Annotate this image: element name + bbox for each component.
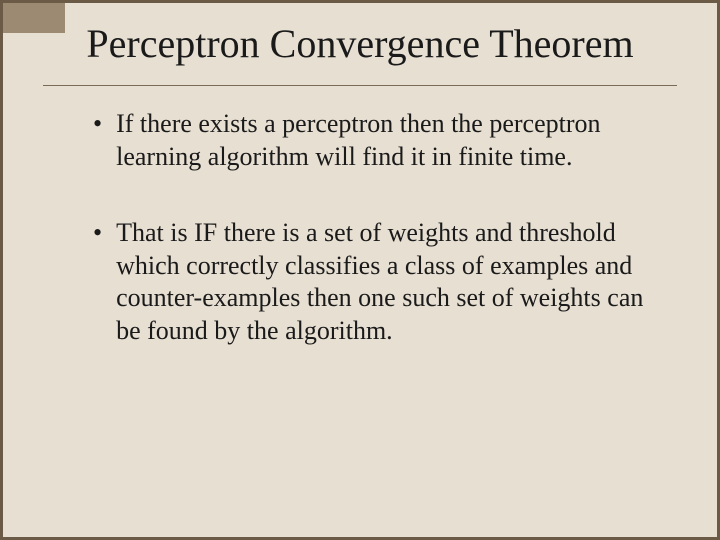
bullet-item: • That is IF there is a set of weights a… [93, 217, 647, 347]
bullet-icon: • [93, 217, 102, 250]
title-block: Perceptron Convergence Theorem [3, 3, 717, 77]
bullet-text: That is IF there is a set of weights and… [116, 217, 647, 347]
bullet-item: • If there exists a perceptron then the … [93, 108, 647, 173]
bullet-icon: • [93, 108, 102, 141]
bullet-text: If there exists a perceptron then the pe… [116, 108, 647, 173]
corner-accent [3, 3, 65, 33]
slide: Perceptron Convergence Theorem • If ther… [0, 0, 720, 540]
slide-title: Perceptron Convergence Theorem [63, 21, 657, 67]
content-area: • If there exists a perceptron then the … [3, 86, 717, 347]
